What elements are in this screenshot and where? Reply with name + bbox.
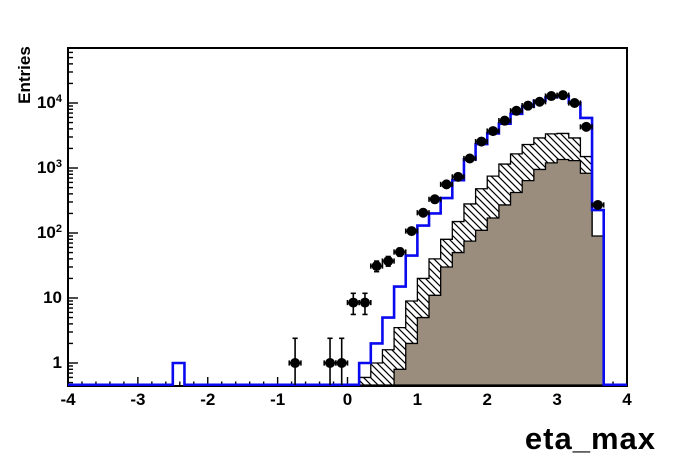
data-point-marker <box>464 153 475 164</box>
x-tick-label: -1 <box>270 390 286 409</box>
data-point-marker <box>441 179 452 190</box>
data-point-marker <box>325 357 336 368</box>
data-point-marker <box>418 207 429 218</box>
data-point-marker <box>511 105 522 116</box>
data-point-marker <box>581 121 592 132</box>
x-tick-label: -3 <box>130 390 146 409</box>
data-point-marker <box>336 357 347 368</box>
data-point-marker <box>429 194 440 205</box>
data-point-marker <box>569 98 580 109</box>
data-point-marker <box>592 199 603 210</box>
y-tick-label: 102 <box>36 223 62 242</box>
data-point-marker <box>394 247 405 258</box>
data-point-marker <box>290 357 301 368</box>
data-point-marker <box>522 100 533 111</box>
gray-filled-histogram <box>393 158 605 386</box>
y-tick-label: 103 <box>36 158 62 177</box>
data-points <box>288 90 605 385</box>
data-point-marker <box>453 171 464 182</box>
data-point-marker <box>348 297 359 308</box>
data-point-marker <box>383 256 394 267</box>
x-axis-title: eta_max <box>524 421 656 456</box>
x-tick-label: 2 <box>482 390 492 409</box>
data-point-marker <box>406 226 417 237</box>
data-point-marker <box>534 96 545 107</box>
data-point-marker <box>488 126 499 137</box>
data-point-marker <box>499 115 510 126</box>
x-tick-label: 1 <box>412 390 423 409</box>
data-point-marker <box>359 297 370 308</box>
x-tick-label: 3 <box>552 390 562 409</box>
x-tick-label: 4 <box>622 390 632 409</box>
y-tick-label: 104 <box>36 93 62 112</box>
data-point-marker <box>557 90 568 101</box>
data-point-marker <box>371 261 382 272</box>
y-tick-label: 1 <box>52 353 62 372</box>
x-tick-label: -2 <box>200 390 216 409</box>
x-tick-label: 0 <box>342 390 353 409</box>
x-tick-label: -4 <box>60 390 76 409</box>
data-point-marker <box>476 136 487 147</box>
y-tick-label: 10 <box>43 288 62 307</box>
data-point-marker <box>546 91 557 102</box>
